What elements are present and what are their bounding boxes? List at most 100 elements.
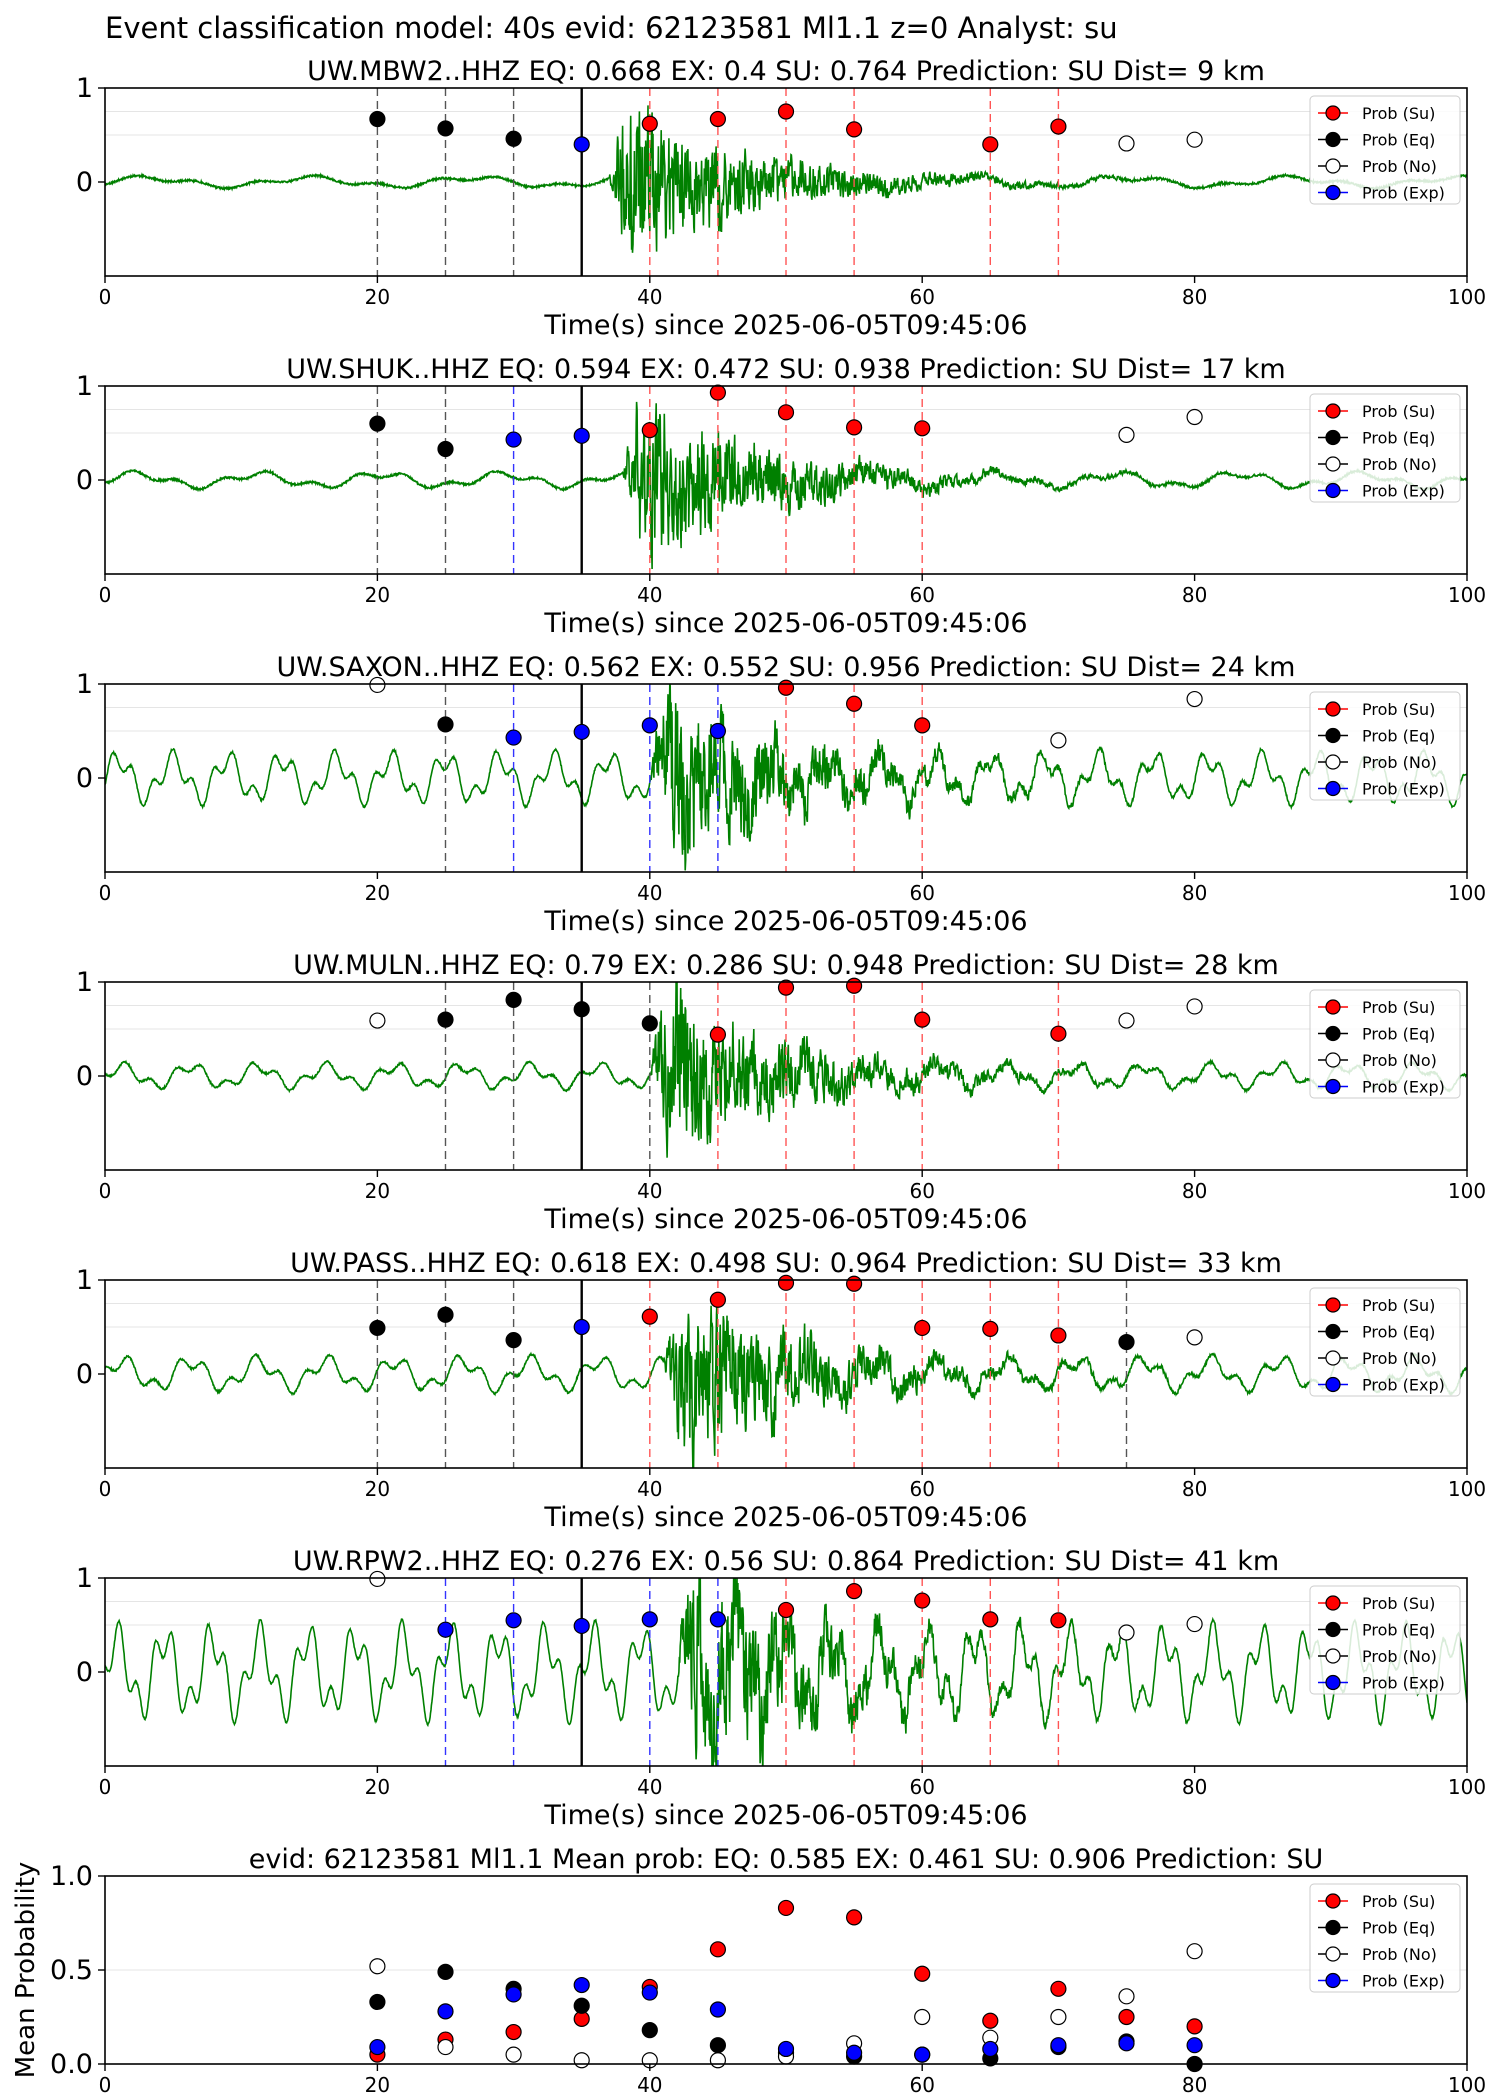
legend-marker-eq (1325, 727, 1341, 744)
panel-ytick-label: 0 (76, 465, 93, 496)
legend-marker-no (1325, 1648, 1341, 1664)
panel-prob-point-su (709, 384, 727, 401)
panel-prob-point-eq (369, 110, 386, 128)
legend-marker-no (1325, 1946, 1341, 1962)
panel-prob-point-su (641, 422, 658, 439)
panel-xtick-label: 80 (1182, 2073, 1207, 2097)
panel-xlabel: Time(s) since 2025-06-05T09:45:06 (543, 1204, 1027, 1235)
panel-xtick-label: 0 (99, 1775, 112, 1799)
panel-prob-point-no (1186, 1615, 1203, 1633)
mean-prob-point-eq (709, 2037, 727, 2054)
panel-prob-point-su (777, 679, 795, 696)
panel-1: UW.MBW2..HHZ EQ: 0.668 EX: 0.4 SU: 0.764… (76, 56, 1486, 341)
panel-prob-point-su (709, 1291, 727, 1308)
panel-xtick-label: 80 (1182, 285, 1207, 309)
mean-prob-point-su (777, 1899, 795, 1917)
panel-ytick-label: 1 (76, 1563, 93, 1594)
panel-prob-point-no (1186, 408, 1203, 426)
panel-prob-point-eq (437, 440, 454, 458)
legend-marker-eq (1325, 131, 1341, 148)
panel-plot-area (105, 684, 1467, 872)
panel-6: UW.RPW2..HHZ EQ: 0.276 EX: 0.56 SU: 0.86… (76, 1546, 1486, 1831)
panel-3: UW.SAXON..HHZ EQ: 0.562 EX: 0.552 SU: 0.… (76, 652, 1486, 937)
legend-label: Prob (No) (1362, 753, 1437, 772)
panel-xtick-label: 40 (637, 1179, 662, 1203)
legend-label: Prob (Su) (1362, 402, 1435, 421)
panel-prob-point-eq (437, 716, 454, 733)
mean-prob-point-exp (914, 2046, 931, 2063)
panel-prob-point-exp (505, 431, 522, 448)
panel-7: evid: 62123581 Ml1.1 Mean prob: EQ: 0.58… (11, 1844, 1486, 2097)
legend-marker-su (1325, 701, 1341, 717)
mean-prob-point-exp (641, 1984, 658, 2001)
panel-plot-area (105, 982, 1467, 1170)
panel-prob-point-su (777, 979, 795, 996)
legend-label: Prob (No) (1362, 1051, 1437, 1070)
mean-prob-point-exp (845, 2044, 863, 2061)
legend-box (1309, 393, 1461, 503)
legend-label: Prob (Eq) (1362, 1919, 1435, 1938)
legend-marker-exp (1325, 1376, 1341, 1393)
legend-marker-no (1325, 1052, 1341, 1068)
panel-xtick-label: 20 (365, 2073, 390, 2097)
mean-prob-point-eq (641, 2022, 658, 2039)
mean-prob-point-su (709, 1941, 727, 1958)
legend-label: Prob (Exp) (1362, 1078, 1445, 1097)
legend-marker-no (1325, 1350, 1341, 1366)
legend-marker-exp (1325, 482, 1341, 499)
panel-title: evid: 62123581 Ml1.1 Mean prob: EQ: 0.58… (249, 1844, 1324, 1875)
legend-label: Prob (No) (1362, 1945, 1437, 1964)
panel-prob-point-su (845, 695, 863, 712)
legend-label: Prob (Su) (1362, 104, 1435, 123)
mean-prob-point-su (505, 2023, 522, 2041)
mean-prob-point-exp (982, 2040, 999, 2058)
panel-prob-point-eq (505, 1332, 522, 1349)
legend-marker-eq (1325, 1025, 1341, 1042)
legend-marker-su (1325, 999, 1341, 1015)
mean-prob-point-eq (573, 1997, 590, 2014)
panel-xlabel: Time(s) since 2025-06-05T09:45:06 (543, 1800, 1027, 1831)
panel-xtick-label: 100 (1448, 285, 1486, 309)
panel-prob-point-su (914, 1011, 931, 1028)
legend-label: Prob (Exp) (1362, 482, 1445, 501)
panel-prob-point-su (845, 977, 863, 994)
legend-label: Prob (Eq) (1362, 727, 1435, 746)
mean-prob-point-no (1186, 1943, 1203, 1960)
legend-marker-exp (1325, 1972, 1341, 1989)
panel-ytick-label: 1 (76, 73, 93, 104)
panel-title: UW.SAXON..HHZ EQ: 0.562 EX: 0.552 SU: 0.… (277, 652, 1296, 683)
mean-prob-point-exp (1118, 2035, 1135, 2052)
legend-label: Prob (Su) (1362, 998, 1435, 1017)
legend-label: Prob (Exp) (1362, 780, 1445, 799)
legend-label: Prob (Su) (1362, 1594, 1435, 1613)
panel-ytick-label: 0.5 (50, 1955, 93, 1986)
panel-prob-point-su (914, 717, 931, 734)
mean-prob-point-no (437, 2038, 454, 2056)
mean-prob-point-exp (369, 2038, 386, 2056)
mean-prob-point-eq (369, 1993, 386, 2011)
panel-ytick-label: 1 (76, 669, 93, 700)
panel-prob-point-no (1186, 690, 1203, 708)
panel-xtick-label: 80 (1182, 1477, 1207, 1501)
panel-xtick-label: 0 (99, 2073, 112, 2097)
panel-legend: Prob (Su) Prob (Eq) Prob (No) Prob (Exp) (1309, 95, 1461, 205)
panel-legend: Prob (Su) Prob (Eq) Prob (No) Prob (Exp) (1309, 1883, 1461, 1993)
panel-prob-point-su (709, 110, 727, 128)
legend-label: Prob (No) (1362, 1647, 1437, 1666)
panel-prob-point-exp (573, 136, 590, 153)
legend-box (1309, 1287, 1461, 1397)
panel-prob-point-eq (369, 415, 386, 432)
panel-title: UW.MULN..HHZ EQ: 0.79 EX: 0.286 SU: 0.94… (293, 950, 1279, 981)
panel-prob-point-su (709, 1026, 727, 1043)
mean-prob-point-exp (777, 2040, 795, 2058)
panel-prob-point-eq (573, 1001, 590, 1018)
panel-prob-point-exp (505, 1612, 522, 1629)
panel-xtick-label: 80 (1182, 881, 1207, 905)
legend-label: Prob (Su) (1362, 700, 1435, 719)
panel-prob-point-su (845, 1275, 863, 1292)
panel-prob-point-eq (437, 1011, 454, 1028)
legend-label: Prob (Exp) (1362, 1674, 1445, 1693)
legend-label: Prob (Eq) (1362, 1621, 1435, 1640)
panel-prob-point-eq (505, 130, 522, 147)
